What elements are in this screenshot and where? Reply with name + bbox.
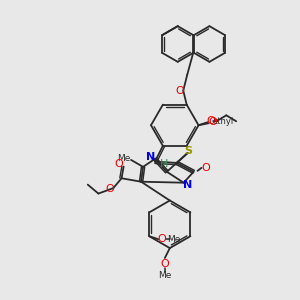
Text: O: O (175, 85, 184, 96)
Text: O: O (105, 184, 114, 194)
Text: H: H (160, 159, 168, 169)
Text: O: O (206, 116, 215, 126)
Text: Me: Me (158, 271, 172, 280)
Text: N: N (146, 152, 156, 162)
Text: ethyl: ethyl (213, 117, 234, 126)
Text: N: N (183, 180, 192, 190)
Text: O: O (201, 163, 210, 173)
Text: O: O (158, 234, 167, 244)
Text: S: S (184, 146, 193, 156)
Text: O: O (208, 117, 217, 127)
Text: Me: Me (167, 235, 181, 244)
Text: O: O (160, 259, 169, 269)
Text: O: O (114, 159, 123, 169)
Text: Me: Me (117, 154, 131, 164)
